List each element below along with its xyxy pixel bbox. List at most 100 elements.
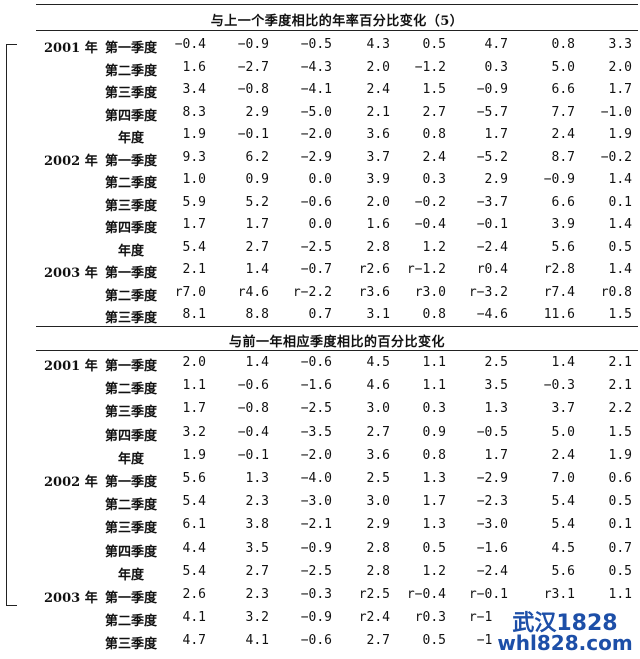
period-label: 第四季度 (104, 108, 157, 124)
period-label: 年度 (117, 243, 144, 259)
value-cell: r7.4 (543, 284, 575, 300)
value-cell: 1.7 (422, 494, 446, 510)
value-cell: 2.6 (182, 587, 206, 602)
value-cell: 2.5 (366, 471, 390, 486)
value-cell: 1.4 (245, 262, 269, 277)
value-cell: 2.7 (366, 424, 390, 440)
value-cell: 3.3 (608, 37, 632, 52)
year-label: 2003 年 (44, 266, 98, 281)
period-label: 第二季度 (104, 382, 157, 398)
value-cell: −2.0 (300, 127, 332, 142)
section-1-rule (36, 30, 638, 31)
table-row: 第二季度 5.4 2.3 −3.0 3.0 1.7 −2.3 5.4 0.5 (0, 491, 640, 513)
value-cell: 1.1 (422, 378, 446, 394)
value-cell: r0.3 (414, 610, 446, 626)
value-cell: −4.6 (476, 307, 508, 322)
period-label: 第三季度 (104, 521, 157, 537)
value-cell: 0.8 (422, 127, 446, 142)
value-cell: −0.3 (300, 587, 332, 602)
value-cell: 0.5 (422, 540, 446, 556)
value-cell: −0.6 (300, 633, 332, 649)
year-label: 2002 年 (44, 153, 98, 169)
value-cell: −0.7 (300, 262, 332, 277)
value-cell: 3.1 (366, 307, 390, 322)
value-cell: 5.6 (551, 563, 575, 579)
value-cell: 4.5 (551, 540, 575, 556)
table-row: 2001 年第一季度 −0.4 −0.9 −0.5 4.3 0.5 4.7 0.8 3.3 (0, 34, 640, 56)
value-cell: r3.1 (543, 587, 575, 602)
value-cell: r2.5 (358, 587, 390, 602)
table-row: 第三季度 5.9 5.2 −0.6 2.0 −0.2 −3.7 6.6 0.1 (0, 192, 640, 214)
value-cell: 5.9 (182, 194, 206, 210)
value-cell: 5.0 (551, 59, 575, 75)
value-cell: 1.4 (551, 355, 575, 370)
value-cell: 1.2 (422, 239, 446, 255)
section-divider-rule (36, 326, 638, 327)
table-row: 第二季度 1.1 −0.6 −1.6 4.6 1.1 3.5 −0.3 2.1 (0, 375, 640, 397)
period-label: 第三季度 (104, 198, 157, 214)
value-cell: 1.9 (182, 447, 206, 463)
value-cell: 2.8 (366, 563, 390, 579)
value-cell: 2.4 (366, 82, 390, 97)
value-cell: 2.0 (366, 194, 390, 210)
value-cell: 2.7 (366, 633, 390, 649)
value-cell: 3.2 (182, 424, 206, 440)
value-cell: 0.5 (608, 494, 632, 510)
table-row: 第四季度 1.7 1.7 0.0 1.6 −0.4 −0.1 3.9 1.4 (0, 214, 640, 236)
value-cell: 3.0 (366, 401, 390, 417)
value-cell: 1.9 (608, 127, 632, 142)
value-cell: 1.1 (182, 378, 206, 394)
period-label: 第一季度 (104, 475, 157, 490)
table-row: 第四季度 3.2 −0.4 −3.5 2.7 0.9 −0.5 5.0 1.5 (0, 422, 640, 444)
value-cell: 1.3 (484, 401, 508, 417)
value-cell: 4.1 (245, 633, 269, 649)
value-cell: 0.9 (245, 172, 269, 187)
table-row: 年度 1.9 −0.1 −2.0 3.6 0.8 1.7 2.4 1.9 (0, 124, 640, 146)
table-row: 2001 年第一季度 2.0 1.4 −0.6 4.5 1.1 2.5 1.4 2.1 (0, 352, 640, 374)
value-cell: −0.1 (237, 127, 269, 142)
value-cell: 1.9 (608, 447, 632, 463)
value-cell: 6.6 (551, 194, 575, 210)
value-cell: r0.4 (476, 262, 508, 277)
period-label: 第一季度 (104, 591, 157, 606)
value-cell: 1.3 (245, 471, 269, 486)
value-cell: −0.2 (600, 149, 632, 165)
value-cell: −4.3 (300, 59, 332, 75)
value-cell: −2.1 (300, 517, 332, 533)
value-cell: 0.3 (484, 59, 508, 75)
table-row: 2003 年第一季度 2.6 2.3 −0.3 r2.5 r−0.4 r−0.1 r3.1 1.… (0, 584, 640, 606)
period-label: 第三季度 (104, 86, 157, 101)
period-label: 第二季度 (104, 176, 157, 191)
value-cell: 1.5 (608, 424, 632, 440)
period-label: 第二季度 (104, 288, 157, 304)
value-cell: 3.6 (366, 447, 390, 463)
value-cell: 1.1 (608, 587, 632, 602)
period-label: 第三季度 (104, 405, 157, 421)
table-row: 年度 5.4 2.7 −2.5 2.8 1.2 −2.4 5.6 0.5 (0, 237, 640, 259)
value-cell: 0.0 (308, 172, 332, 187)
value-cell: 5.4 (551, 494, 575, 510)
value-cell: 2.1 (608, 355, 632, 370)
value-cell: −5.0 (300, 104, 332, 120)
table-row: 第四季度 8.3 2.9 −5.0 2.1 2.7 −5.7 7.7 −1.0 (0, 102, 640, 124)
value-cell: −0.9 (543, 172, 575, 187)
value-cell: 2.7 (245, 563, 269, 579)
value-cell: 2.4 (551, 447, 575, 463)
value-cell: 1.3 (422, 471, 446, 486)
value-cell: 8.8 (245, 307, 269, 322)
value-cell: −0.9 (300, 540, 332, 556)
value-cell: −0.4 (414, 217, 446, 232)
table-row: 第二季度 r7.0 r4.6 r−2.2 r3.6 r3.0 r−3.2 r7.4 r0.8 (0, 282, 640, 304)
value-cell: 2.8 (366, 540, 390, 556)
value-cell: 6.6 (551, 82, 575, 97)
value-cell: −2.3 (476, 494, 508, 510)
value-cell: r0.8 (600, 284, 632, 300)
value-cell: 2.3 (245, 587, 269, 602)
table-row: 第二季度 1.6 −2.7 −4.3 2.0 −1.2 0.3 5.0 2.0 (0, 57, 640, 79)
value-cell: 0.0 (308, 217, 332, 232)
period-label: 年度 (117, 567, 144, 583)
section-2-title: 与前一年相应季度相比的百分比变化 (228, 335, 445, 350)
value-cell: 3.8 (245, 517, 269, 533)
value-cell: −2.0 (300, 447, 332, 463)
